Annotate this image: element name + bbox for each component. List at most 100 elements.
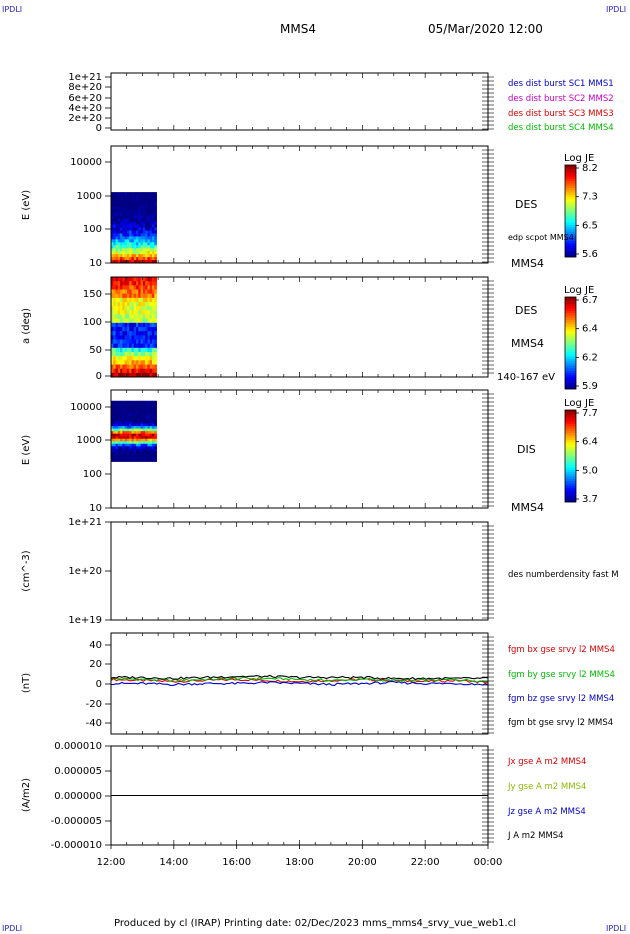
dis-energy-pixel — [145, 423, 148, 427]
des-pitch-pixel — [124, 277, 128, 282]
des-energy-pixel — [120, 195, 123, 199]
des-energy-pixel — [111, 209, 114, 214]
colorbar-segment — [565, 446, 576, 450]
des-pitch-pixel — [122, 347, 126, 353]
dis-energy-pixel — [138, 428, 142, 432]
dis-energy-pixel — [124, 453, 128, 457]
des-energy-pixel — [126, 203, 130, 208]
des-energy-pixel — [142, 227, 146, 231]
des-pitch-pixel — [140, 335, 144, 340]
dis-energy-pixel — [126, 405, 130, 409]
colorbar-segment — [565, 199, 576, 203]
dis-energy-pixel — [131, 441, 135, 445]
des-pitch-pixel — [131, 310, 135, 315]
des-energy-pixel — [140, 233, 144, 237]
colorbar-segment — [565, 495, 576, 498]
des-energy-pixel — [115, 251, 119, 255]
dis-energy-pixel — [145, 431, 148, 435]
des-energy-pixel — [145, 242, 148, 246]
des-pitch-pixel — [131, 343, 135, 349]
des-pitch-pixel — [136, 339, 139, 345]
des-pitch-pixel — [154, 277, 157, 282]
dis-energy-pixel — [152, 408, 155, 412]
des-energy-pixel — [124, 239, 128, 243]
des-pitch-pixel — [154, 331, 157, 336]
des-pitch-pixel — [140, 314, 144, 320]
colorbar-segment — [565, 329, 576, 332]
dis-energy-pixel — [115, 403, 119, 407]
y-tick-label: -0.000005 — [51, 816, 102, 827]
des-pitch-pixel — [149, 310, 153, 315]
des-pitch-pixel — [129, 343, 132, 349]
dis-energy-pixel — [126, 400, 130, 404]
des-pitch-pixel — [122, 372, 126, 378]
legend-label: des dist burst SC3 MMS3 — [508, 109, 614, 119]
des-energy-pixel — [122, 248, 126, 252]
dis-energy-pixel — [122, 421, 126, 424]
dis-energy-pixel — [115, 421, 119, 424]
des-pitch-pixel — [124, 302, 128, 307]
des-pitch-pixel — [149, 281, 153, 286]
des-pitch-pixel — [113, 285, 116, 290]
des-pitch-pixel — [122, 289, 126, 295]
des-energy-pixel — [129, 257, 132, 261]
dis-energy-pixel — [136, 400, 139, 404]
dis-energy-pixel — [126, 433, 130, 437]
dis-energy-pixel — [133, 458, 137, 462]
des-energy-pixel — [145, 218, 148, 223]
des-energy-pixel — [131, 195, 135, 199]
des-energy-pixel — [147, 209, 151, 214]
dis-energy-pixel — [122, 436, 126, 440]
des-pitch-pixel — [120, 335, 123, 340]
dis-energy-pixel — [142, 428, 146, 432]
des-pitch-pixel — [113, 339, 116, 345]
des-pitch-pixel — [138, 352, 142, 357]
dis-energy-pixel — [120, 438, 123, 442]
des-pitch-pixel — [149, 293, 153, 299]
dis-energy-pixel — [140, 456, 144, 460]
des-energy-pixel — [131, 239, 135, 243]
dis-energy-pixel — [124, 426, 128, 429]
des-energy-pixel — [131, 203, 135, 208]
des-pitch-pixel — [154, 352, 157, 357]
dis-energy-pixel — [145, 446, 148, 450]
des-pitch-pixel — [147, 339, 151, 345]
dis-energy-pixel — [140, 436, 144, 440]
des-energy-pixel — [113, 224, 116, 228]
dis-energy-pixel — [115, 413, 119, 417]
des-pitch-pixel — [111, 281, 114, 286]
des-energy-pixel — [147, 195, 151, 199]
des-pitch-pixel — [145, 306, 148, 311]
des-energy-pixel — [126, 215, 130, 220]
des-energy-pixel — [131, 224, 135, 228]
dis-energy-pixel — [138, 403, 142, 407]
des-energy-pixel — [120, 198, 123, 202]
x-tick-label: 14:00 — [159, 857, 188, 868]
dis-energy-pixel — [120, 415, 123, 419]
y-tick-label: 1000 — [77, 435, 102, 446]
des-energy-pixel — [140, 209, 144, 214]
dis-energy-pixel — [140, 405, 144, 409]
des-pitch-pixel — [126, 335, 130, 340]
dis-energy-pixel — [147, 415, 151, 419]
des-energy-pixel — [147, 224, 151, 228]
dis-energy-pixel — [147, 453, 151, 457]
des-energy-pixel — [133, 198, 137, 202]
des-energy-pixel — [111, 227, 114, 231]
des-pitch-pixel — [149, 339, 153, 345]
dis-energy-pixel — [113, 410, 116, 414]
des-energy-pixel — [117, 195, 121, 199]
y-axis-label: (A/m2) — [21, 778, 32, 812]
dis-energy-pixel — [126, 451, 130, 455]
dis-energy-pixel — [145, 451, 148, 455]
des-pitch-pixel — [120, 285, 123, 290]
des-energy-pixel — [133, 195, 137, 199]
des-pitch-pixel — [147, 343, 151, 349]
dis-energy-pixel — [138, 456, 142, 460]
des-energy-pixel — [113, 206, 116, 211]
des-energy-pixel — [154, 251, 157, 255]
des-energy-pixel — [111, 242, 114, 246]
dis-energy-pixel — [149, 408, 153, 412]
des-pitch-pixel — [133, 343, 137, 349]
